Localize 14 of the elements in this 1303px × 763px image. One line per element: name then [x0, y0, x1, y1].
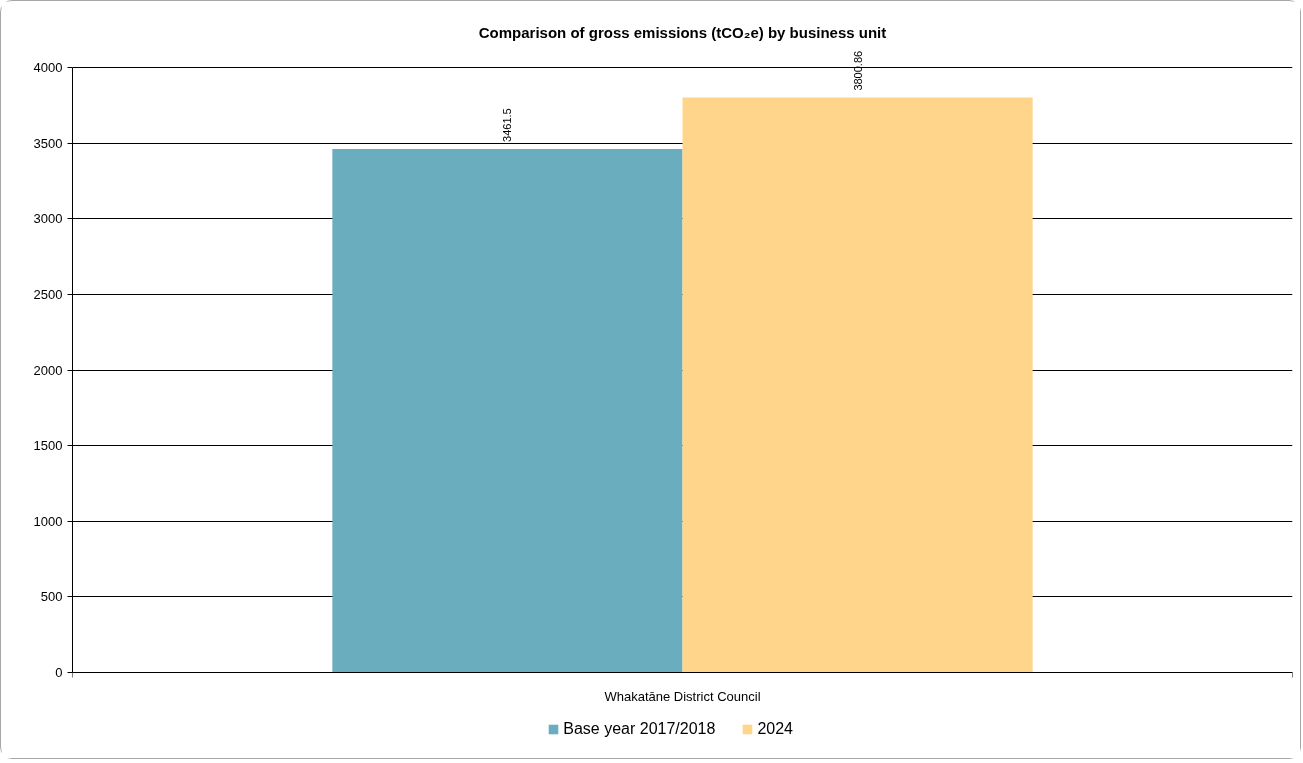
y-tick-label: 1500 — [33, 438, 63, 454]
legend-label: 2024 — [757, 720, 793, 738]
data-label: 3461.5 — [501, 108, 514, 142]
y-tick-label: 2000 — [33, 362, 63, 378]
y-tick-label: 4000 — [33, 60, 63, 75]
y-tick-label: 500 — [40, 589, 63, 605]
y-tick-label: 0 — [55, 665, 63, 680]
x-tick-label: Whakatāne District Council — [604, 688, 761, 704]
legend-label: Base year 2017/2018 — [563, 720, 716, 738]
y-tick-label: 1000 — [33, 513, 63, 529]
chart-title: Comparison of gross emissions (tCO₂e) by business unit — [478, 24, 887, 41]
y-tick-label: 3500 — [33, 135, 63, 151]
y-tick-label: 2500 — [33, 286, 63, 302]
y-tick-label: 3000 — [33, 211, 63, 227]
